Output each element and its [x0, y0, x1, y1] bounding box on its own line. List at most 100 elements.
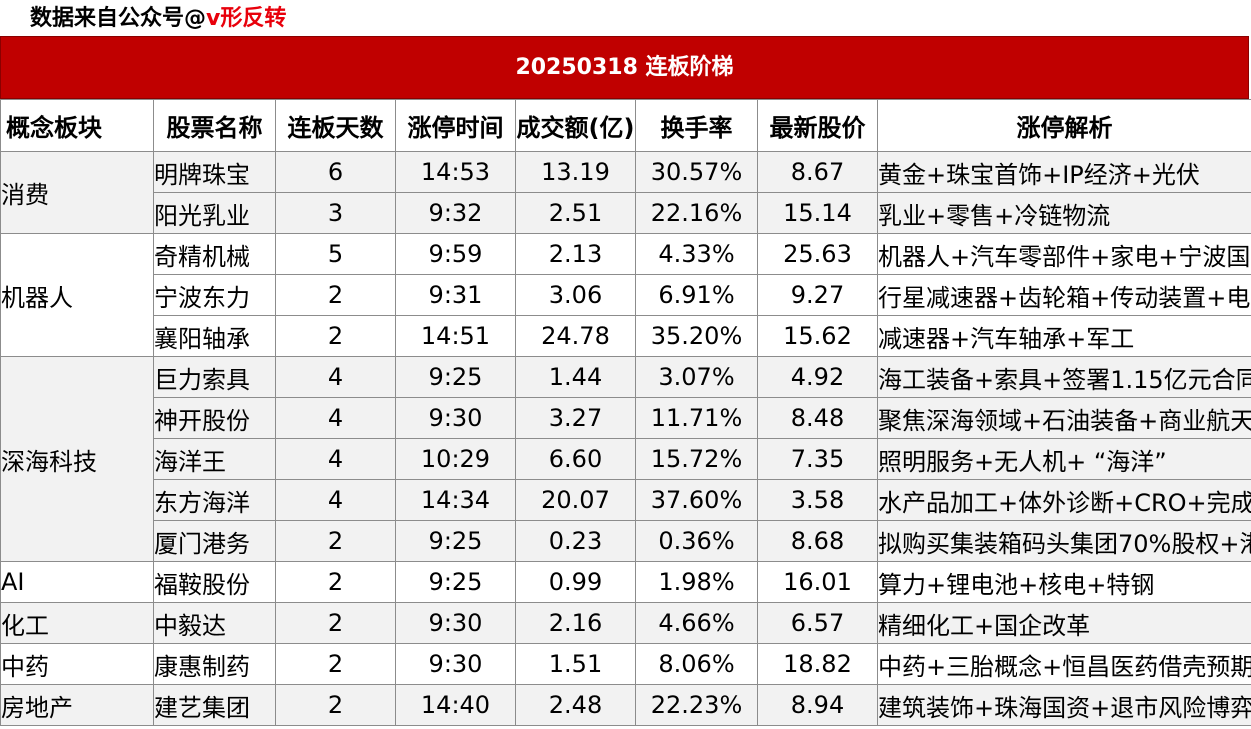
header-row: 概念板块 股票名称 连板天数 涨停时间 成交额(亿) 换手率 最新股价 涨停解析: [0, 99, 1251, 152]
consecutive-days-cell: 4: [275, 397, 396, 439]
price-cell: 16.01: [757, 561, 878, 603]
header-price: 最新股价: [757, 99, 878, 152]
stock-name-cell: 明牌珠宝: [153, 151, 276, 193]
consecutive-days-cell: 4: [275, 356, 396, 398]
header-limit-up-time: 涨停时间: [395, 99, 516, 152]
stock-name-cell: 海洋王: [153, 438, 276, 480]
table-row: 神开股份 4 9:30 3.27 11.71% 8.48 聚焦深海领域+石油装备+商业航天: [1, 397, 1251, 439]
table-row: 厦门港务 2 9:25 0.23 0.36% 8.68 拟购买集装箱码头集团70%股权+港口: [1, 520, 1251, 562]
stock-name-cell: 巨力索具: [153, 356, 276, 398]
sector-cell: 化工: [0, 602, 154, 644]
turnover-cell: 0.36%: [635, 520, 758, 562]
price-cell: 15.14: [757, 192, 878, 234]
amount-cell: 3.27: [515, 397, 636, 439]
consecutive-days-cell: 2: [275, 684, 396, 726]
price-cell: 25.63: [757, 233, 878, 275]
price-cell: 18.82: [757, 643, 878, 685]
stock-name-cell: 中毅达: [153, 602, 276, 644]
sector-cell: 机器人: [0, 233, 154, 357]
stock-name-cell: 建艺集团: [153, 684, 276, 726]
reason-cell: 乳业+零售+冷链物流: [877, 192, 1251, 234]
stock-name-cell: 奇精机械: [153, 233, 276, 275]
consecutive-days-cell: 2: [275, 520, 396, 562]
consecutive-days-cell: 2: [275, 561, 396, 603]
header-consecutive-days: 连板天数: [275, 99, 396, 152]
turnover-cell: 3.07%: [635, 356, 758, 398]
limit-up-time-cell: 9:30: [395, 397, 516, 439]
limit-up-time-cell: 9:32: [395, 192, 516, 234]
table-row: AI 福鞍股份 2 9:25 0.99 1.98% 16.01 算力+锂电池+核电+特钢: [0, 561, 1251, 603]
turnover-cell: 1.98%: [635, 561, 758, 603]
table-row: 机器人 奇精机械 5 9:59 2.13 4.33% 25.63 机器人+汽车零部件+家电+宁…: [0, 233, 1251, 357]
limit-up-ladder-table: 概念板块 股票名称 连板天数 涨停时间 成交额(亿) 换手率 最新股价 涨停解析…: [0, 99, 1251, 726]
amount-cell: 20.07: [515, 479, 636, 521]
limit-up-time-cell: 14:34: [395, 479, 516, 521]
reason-cell: 减速器+汽车轴承+军工: [877, 315, 1251, 357]
turnover-cell: 4.66%: [635, 602, 758, 644]
reason-cell: 机器人+汽车零部件+家电+宁波国资: [877, 233, 1251, 275]
table-body: 消费 明牌珠宝 6 14:53 13.19 30.57% 8.67 黄金+珠宝首饰+IP经济+…: [0, 151, 1251, 726]
table-row: 房地产 建艺集团 2 14:40 2.48 22.23% 8.94 建筑装饰+珠海国资+退市风…: [0, 684, 1251, 726]
price-cell: 9.27: [757, 274, 878, 316]
limit-up-time-cell: 9:30: [395, 602, 516, 644]
amount-cell: 0.99: [515, 561, 636, 603]
price-cell: 8.67: [757, 151, 878, 193]
table-title: 20250318 连板阶梯: [0, 36, 1249, 99]
sector-cell: 房地产: [0, 684, 154, 726]
stock-name-cell: 阳光乳业: [153, 192, 276, 234]
turnover-cell: 11.71%: [635, 397, 758, 439]
reason-cell: 中药+三胎概念+恒昌医药借壳预期: [877, 643, 1251, 685]
turnover-cell: 30.57%: [635, 151, 758, 193]
reason-cell: 精细化工+国企改革: [877, 602, 1251, 644]
sector-cell: AI: [0, 561, 154, 603]
sector-cell: 消费: [0, 151, 154, 234]
amount-cell: 1.44: [515, 356, 636, 398]
table-row: 阳光乳业 3 9:32 2.51 22.16% 15.14 乳业+零售+冷链物流: [1, 192, 1251, 234]
table-row: 深海科技 巨力索具 4 9:25 1.44 3.07% 4.92 海工装备+索具+签署1.15…: [0, 356, 1251, 562]
table-row: 化工 中毅达 2 9:30 2.16 4.66% 6.57 精细化工+国企改革: [0, 602, 1251, 644]
header-stock-name: 股票名称: [153, 99, 276, 152]
reason-cell: 拟购买集装箱码头集团70%股权+港口: [877, 520, 1251, 562]
table-row: 襄阳轴承 2 14:51 24.78 35.20% 15.62 减速器+汽车轴承+军工: [1, 315, 1251, 357]
table-row: 东方海洋 4 14:34 20.07 37.60% 3.58 水产品加工+体外诊断+CRO+…: [1, 479, 1251, 521]
reason-cell: 照明服务+无人机+ “海洋”: [877, 438, 1251, 480]
amount-cell: 6.60: [515, 438, 636, 480]
price-cell: 8.48: [757, 397, 878, 439]
consecutive-days-cell: 2: [275, 602, 396, 644]
watermark-prefix: 数据来自公众号@: [30, 6, 207, 31]
consecutive-days-cell: 4: [275, 438, 396, 480]
limit-up-time-cell: 14:51: [395, 315, 516, 357]
turnover-cell: 4.33%: [635, 233, 758, 275]
turnover-cell: 6.91%: [635, 274, 758, 316]
reason-cell: 海工装备+索具+签署1.15亿元合同: [877, 356, 1251, 398]
amount-cell: 0.23: [515, 520, 636, 562]
reason-cell: 算力+锂电池+核电+特钢: [877, 561, 1251, 603]
reason-cell: 黄金+珠宝首饰+IP经济+光伏: [877, 151, 1251, 193]
amount-cell: 24.78: [515, 315, 636, 357]
source-watermark: 数据来自公众号@v形反转: [30, 4, 286, 34]
reason-cell: 聚焦深海领域+石油装备+商业航天: [877, 397, 1251, 439]
turnover-cell: 15.72%: [635, 438, 758, 480]
amount-cell: 3.06: [515, 274, 636, 316]
header-turnover: 换手率: [635, 99, 758, 152]
table-row: 消费 明牌珠宝 6 14:53 13.19 30.57% 8.67 黄金+珠宝首饰+IP经济+…: [0, 151, 1251, 234]
price-cell: 8.68: [757, 520, 878, 562]
limit-up-time-cell: 10:29: [395, 438, 516, 480]
limit-up-time-cell: 9:25: [395, 520, 516, 562]
turnover-cell: 8.06%: [635, 643, 758, 685]
limit-up-time-cell: 9:25: [395, 356, 516, 398]
amount-cell: 2.51: [515, 192, 636, 234]
table-row: 海洋王 4 10:29 6.60 15.72% 7.35 照明服务+无人机+ “海洋”: [1, 438, 1251, 480]
amount-cell: 13.19: [515, 151, 636, 193]
limit-up-time-cell: 14:40: [395, 684, 516, 726]
amount-cell: 2.16: [515, 602, 636, 644]
stock-name-cell: 神开股份: [153, 397, 276, 439]
stock-name-cell: 康惠制药: [153, 643, 276, 685]
limit-up-time-cell: 9:59: [395, 233, 516, 275]
limit-up-time-cell: 9:25: [395, 561, 516, 603]
price-cell: 4.92: [757, 356, 878, 398]
limit-up-time-cell: 9:31: [395, 274, 516, 316]
stock-name-cell: 宁波东力: [153, 274, 276, 316]
watermark-brand: v形反转: [206, 6, 287, 31]
turnover-cell: 37.60%: [635, 479, 758, 521]
